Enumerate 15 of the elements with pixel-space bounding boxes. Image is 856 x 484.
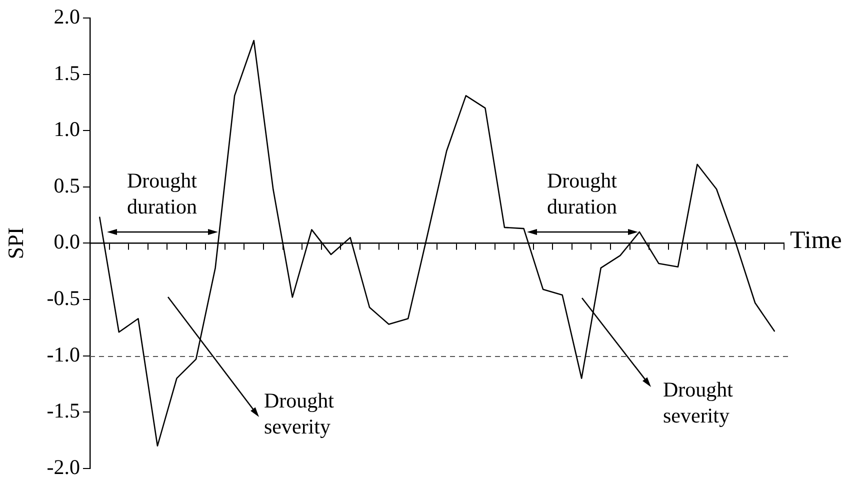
y-tick-label: -1.5 — [46, 398, 80, 423]
y-tick-label: 0.5 — [54, 173, 80, 198]
annotation: Drought duration — [547, 168, 618, 219]
y-tick-label: 1.0 — [54, 117, 80, 142]
y-axis-title: SPI — [2, 227, 28, 260]
y-tick-label: -2.0 — [46, 454, 80, 479]
y-tick-label: 1.5 — [54, 60, 80, 85]
y-tick-label: 0.0 — [54, 230, 80, 254]
annotation: Drought duration — [127, 168, 198, 219]
y-tick-label: -0.5 — [46, 286, 80, 310]
annotation: Drought severity — [264, 388, 334, 439]
annotation: Drought severity — [663, 378, 734, 428]
x-axis-title: Time — [790, 226, 842, 254]
y-tick-label: -1.0 — [46, 342, 80, 366]
y-tick-label: 2.0 — [54, 4, 80, 29]
